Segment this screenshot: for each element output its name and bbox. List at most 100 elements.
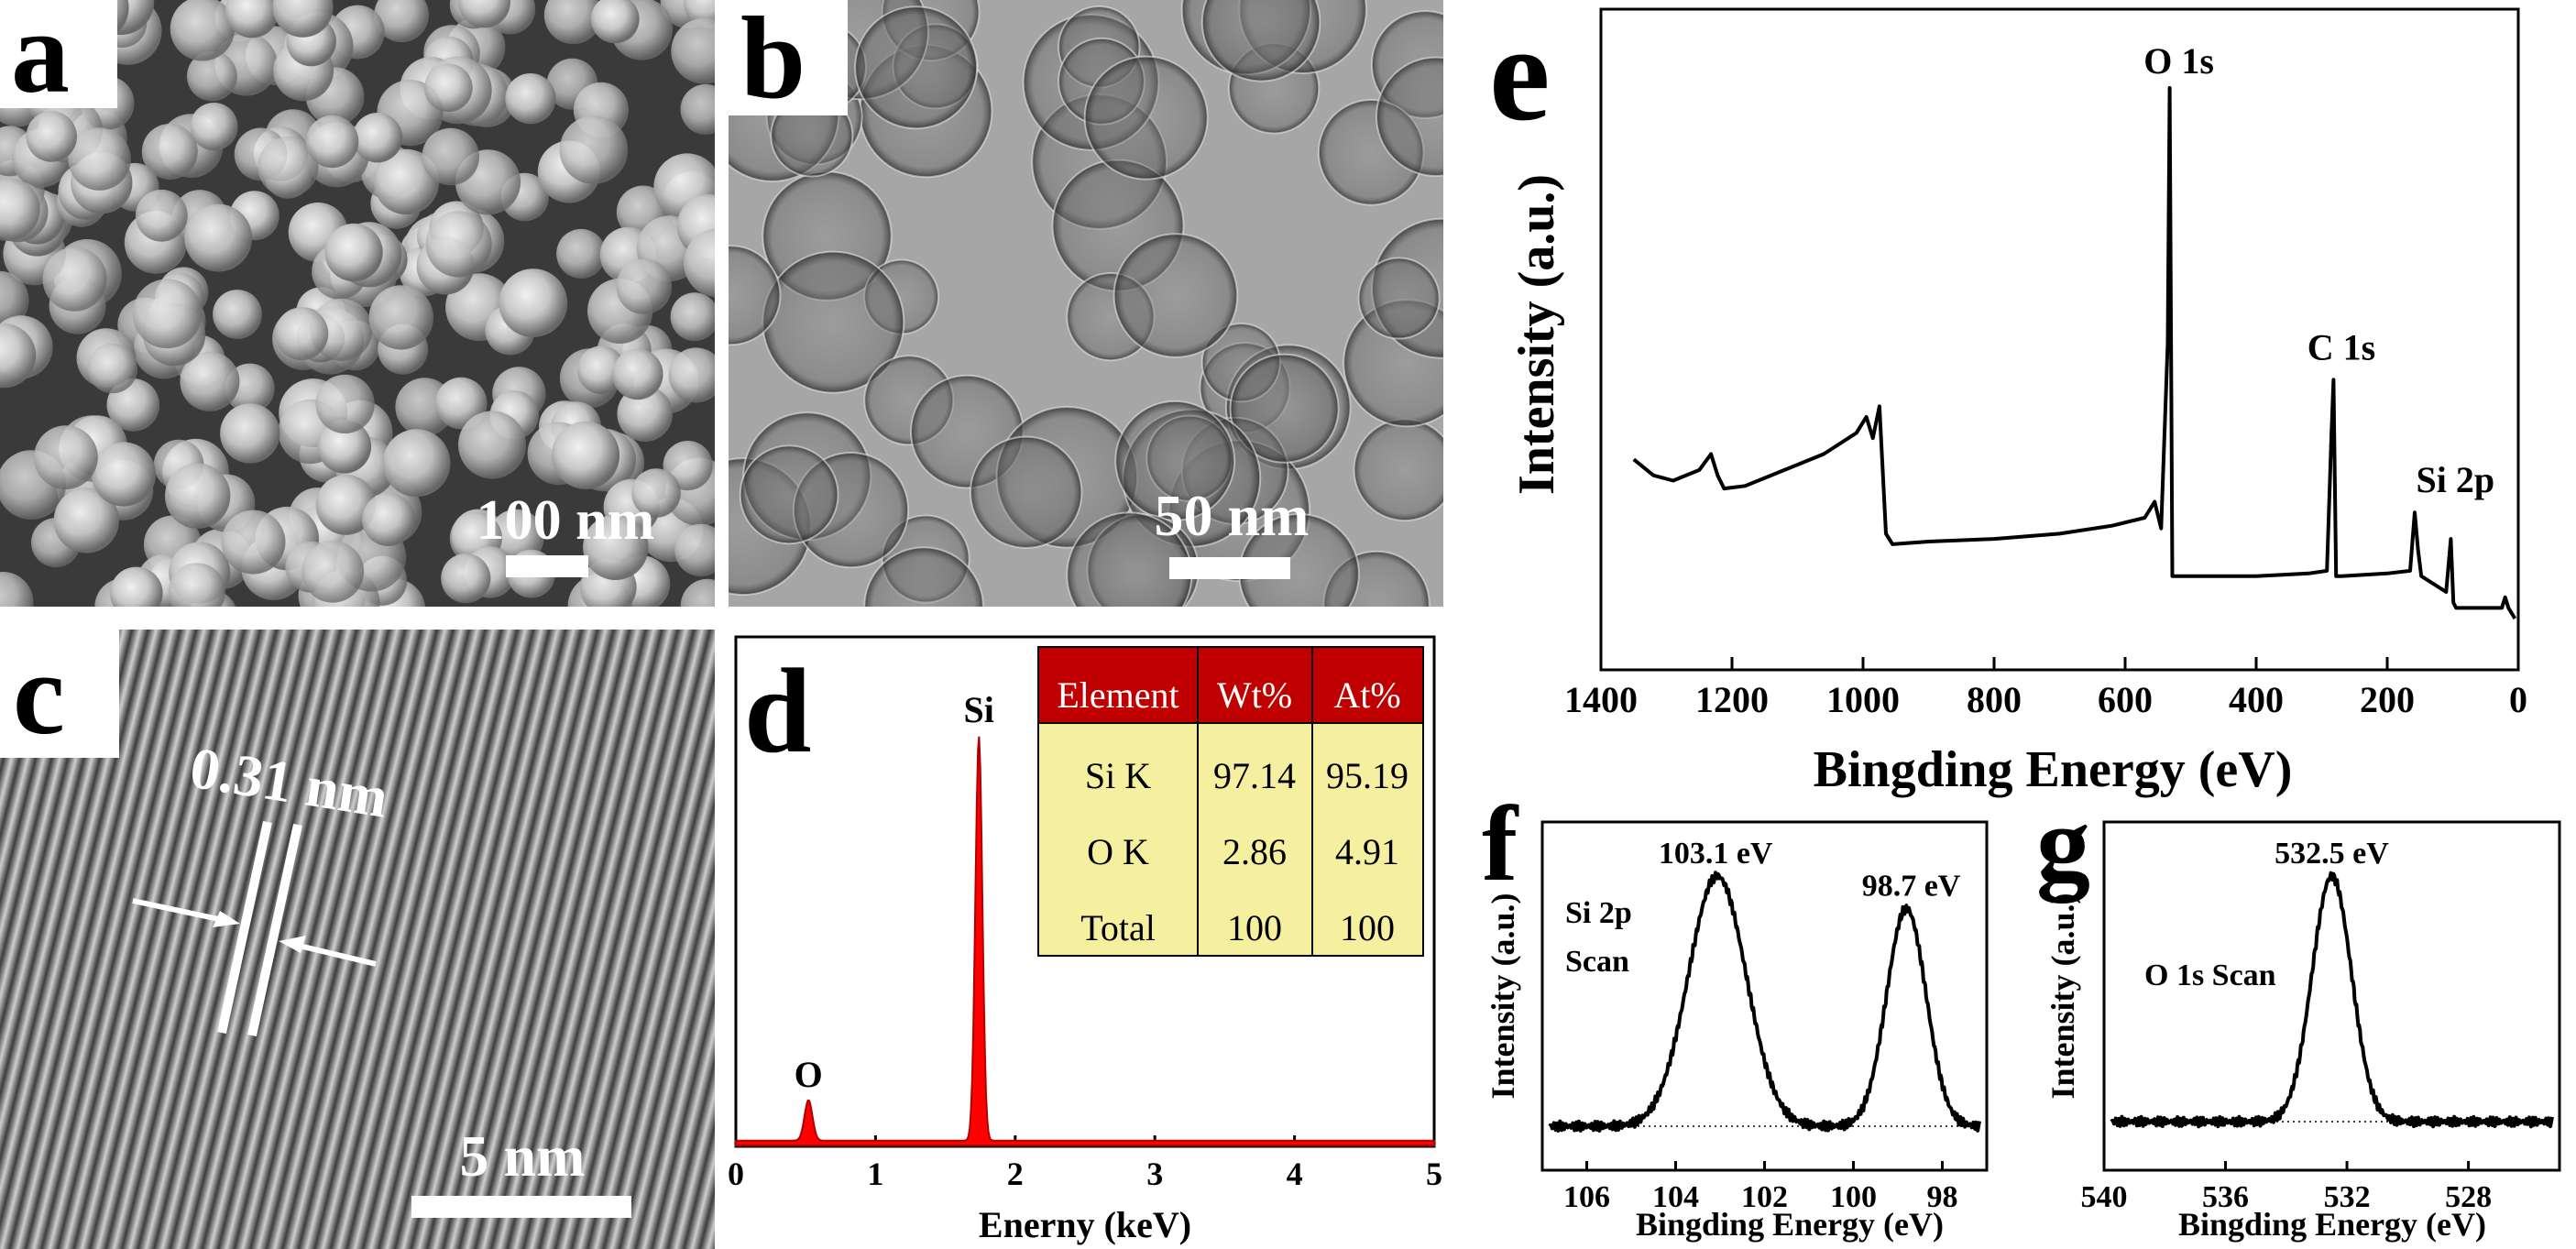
arrow-right-head [279, 936, 306, 953]
table-header-wt: Wt% [1217, 674, 1292, 716]
sem-sphere [110, 566, 163, 607]
tem-particle [1200, 0, 1321, 82]
sem-sphere [424, 63, 473, 113]
scale-bar-a [506, 555, 588, 577]
xps-survey-x-tick-label: 400 [2229, 679, 2284, 720]
sem-sphere [26, 111, 77, 162]
sem-sphere [141, 124, 198, 180]
sem-sphere [590, 0, 640, 44]
sem-sphere [310, 298, 373, 361]
eds-x-axis-label: Enerny (keV) [979, 1204, 1191, 1245]
scale-bar-label-c: 5 nm [460, 1123, 586, 1189]
sem-sphere [683, 228, 715, 298]
si2p-x-tick-label: 102 [1741, 1180, 1788, 1214]
sem-sphere [680, 83, 715, 135]
panel-letter-f: f [1482, 783, 1519, 904]
sem-sphere [422, 127, 479, 186]
sem-sphere [458, 411, 526, 479]
sem-sphere [190, 103, 238, 151]
table-cell: O K [1087, 831, 1149, 872]
sem-sphere [577, 345, 626, 395]
si2p-peak-label: 103.1 eV [1659, 837, 1773, 871]
si2p-inset-label-scan: Scan [1565, 945, 1629, 979]
tem-particle [1229, 353, 1340, 464]
xps-survey-x-tick-label: 200 [2360, 679, 2415, 720]
sem-sphere [382, 429, 451, 498]
table-cell: 95.19 [1326, 755, 1409, 796]
sem-sphere [505, 73, 556, 125]
sem-sphere [425, 211, 492, 278]
sem-sphere [374, 0, 429, 43]
sem-sphere [631, 468, 681, 518]
sem-sphere [213, 290, 262, 339]
scale-bar-label-b: 50 nm [1155, 483, 1310, 548]
eds-x-tick-label: 4 [1287, 1156, 1303, 1192]
sem-sphere [301, 540, 365, 603]
xps-survey-x-tick-label: 1400 [1564, 679, 1638, 720]
tem-particle [1114, 400, 1236, 521]
sem-sphere [373, 148, 440, 215]
panel-letter-d: d [744, 643, 811, 778]
sem-sphere [617, 386, 673, 442]
sem-sphere [187, 50, 237, 102]
tem-particle [1353, 418, 1443, 522]
eds-spectrum-area [735, 736, 1435, 1146]
sem-sphere [616, 258, 673, 314]
o1s-peak-label: 532.5 eV [2275, 837, 2389, 871]
scale-bar-c [411, 1196, 631, 1218]
sem-sphere [184, 203, 253, 272]
eds-peak-label: O [795, 1054, 823, 1095]
o1s-x-tick-label: 532 [2324, 1180, 2371, 1214]
panel-letter-e: e [1489, 0, 1551, 149]
xps-survey-x-tick-label: 1200 [1695, 679, 1769, 720]
sem-sphere [132, 279, 203, 349]
xps-survey-x-tick-label: 1000 [1826, 679, 1900, 720]
panel-f-si2p-chart: 106 104 102 100 98 103.1 eV 98.7 eV f Intensit… [1482, 783, 1989, 1243]
table-cell: 4.91 [1335, 831, 1399, 872]
scale-bar-label-a: 100 nm [477, 489, 655, 552]
o1s-x-tick-label: 540 [2081, 1180, 2128, 1214]
sem-sphere [552, 421, 620, 489]
o1s-line [2110, 871, 2554, 1129]
sem-sphere [68, 127, 131, 191]
table-cell: Total [1080, 907, 1156, 948]
arrow-left-head [213, 911, 240, 927]
o1s-x-tick-label: 536 [2202, 1180, 2249, 1214]
sem-sphere [42, 247, 107, 312]
tem-particle [1357, 257, 1441, 340]
sem-sphere [315, 374, 375, 434]
sem-sphere [352, 113, 403, 163]
sem-sphere [168, 563, 226, 607]
tem-particle [1376, 56, 1443, 177]
sem-sphere [87, 343, 138, 394]
sem-sphere [671, 17, 715, 84]
xps-survey-line [1632, 86, 2517, 620]
panel-letter-c: c [13, 629, 65, 759]
o1s-x-tick-label: 528 [2445, 1180, 2492, 1214]
sem-sphere [220, 403, 280, 464]
sem-sphere [258, 136, 319, 198]
si2p-x-tick-label: 104 [1652, 1180, 1699, 1214]
sem-sphere [368, 285, 433, 350]
eds-peak-label: Si [963, 689, 993, 730]
arrow-left [132, 898, 228, 924]
si2p-peak-label: 98.7 eV [1862, 869, 1961, 903]
table-cell: 100 [1340, 907, 1395, 948]
si2p-x-tick-label: 100 [1830, 1180, 1877, 1214]
xps-survey-x-tick-label: 800 [1967, 679, 2022, 720]
sem-sphere [324, 223, 383, 282]
sem-sphere [317, 420, 372, 474]
si2p-x-tick-label: 106 [1563, 1180, 1610, 1214]
sem-sphere [170, 0, 236, 61]
si2p-y-axis-label: Intensity (a.u.) [1485, 893, 1521, 1099]
sem-sphere [556, 228, 607, 279]
table-cell: 2.86 [1222, 831, 1287, 872]
sem-sphere [612, 348, 663, 400]
lattice-line-left [217, 820, 272, 1035]
panel-c-hrtem-image: c 0.31 nm 5 nm [0, 629, 715, 1249]
tem-particle [729, 245, 782, 346]
arrow-right [290, 941, 377, 967]
panel-letter-g: g [2036, 783, 2090, 904]
table-header-at: At% [1333, 674, 1400, 716]
